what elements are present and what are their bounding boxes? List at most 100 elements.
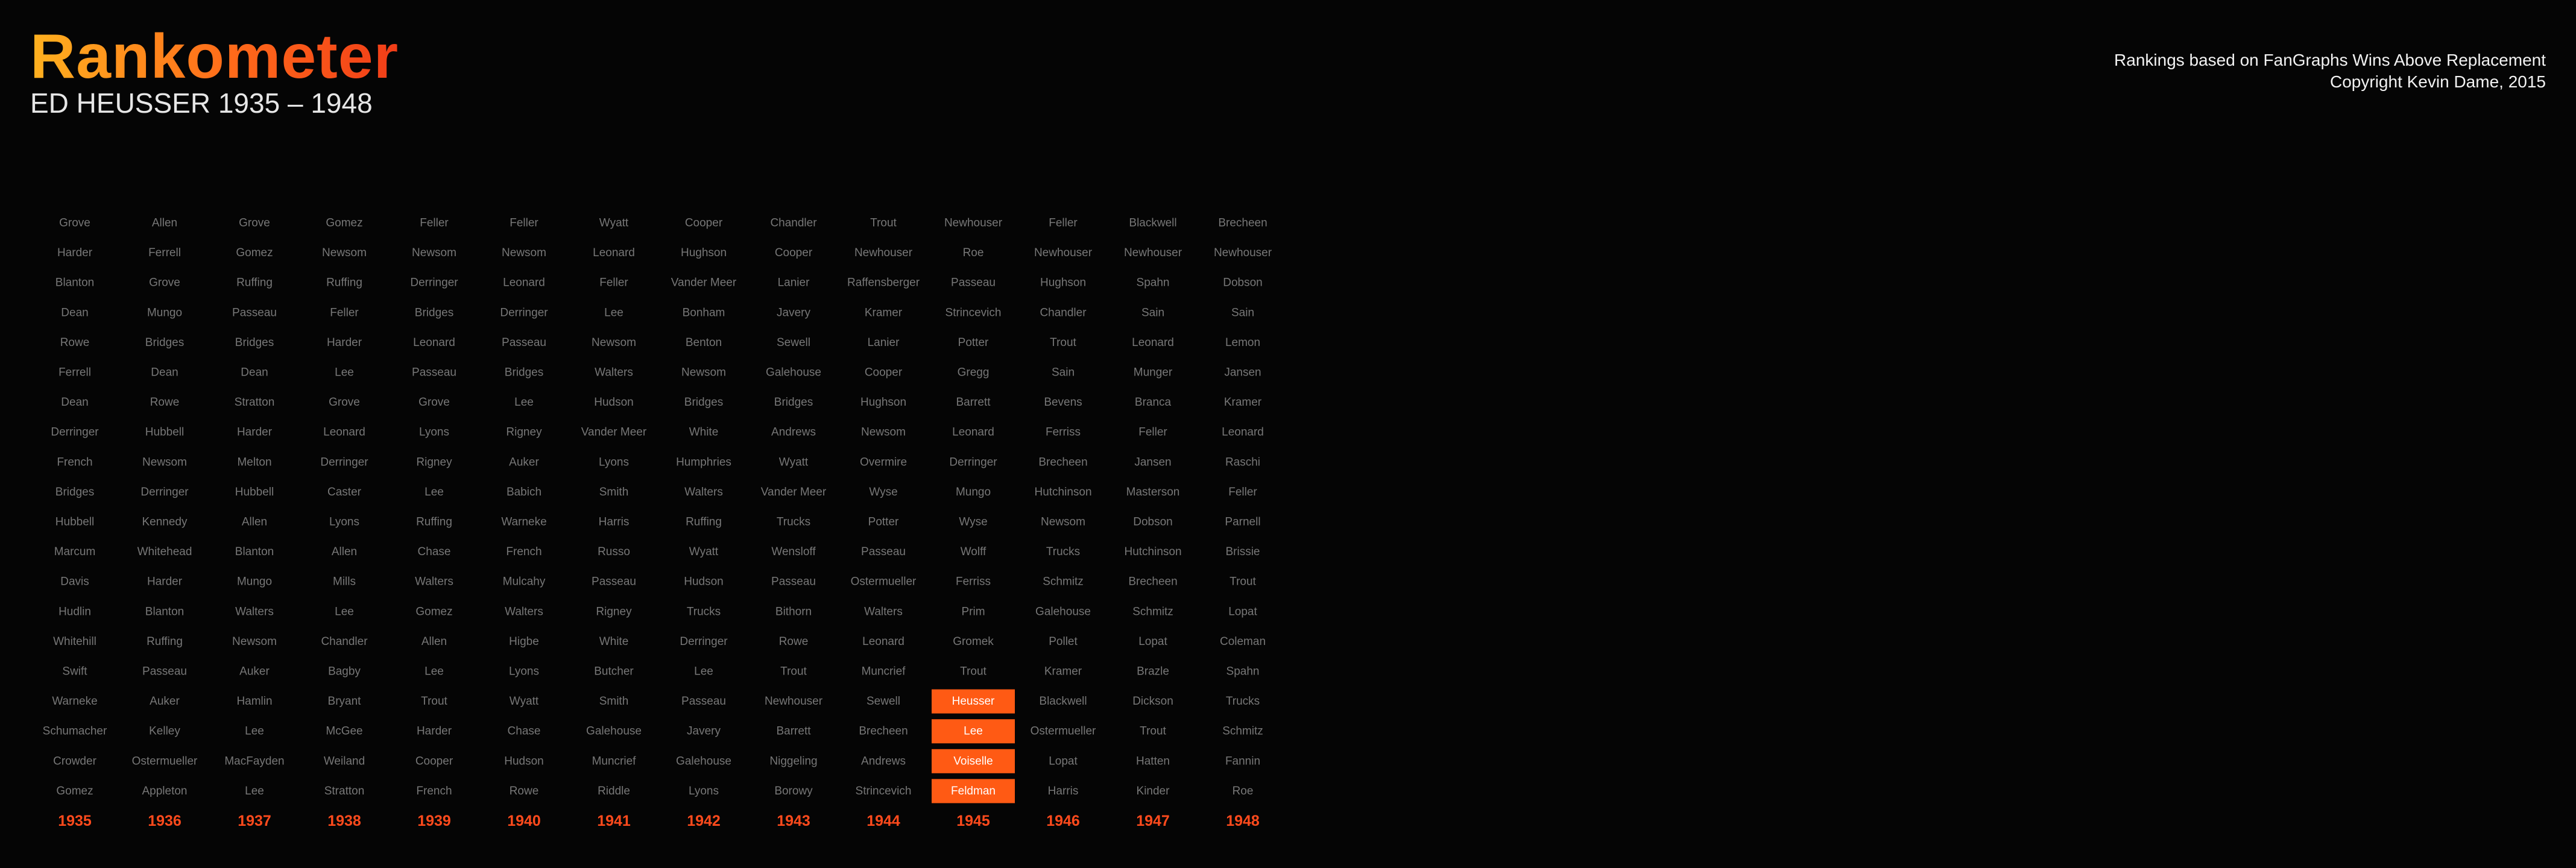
year-label: 1939 [417, 813, 451, 829]
player-name: French [416, 785, 452, 797]
player-name: Brecheen [1218, 217, 1267, 230]
player-name: Wyatt [510, 695, 539, 708]
player-name: Newsom [861, 426, 906, 439]
player-name: Voiselle [953, 755, 993, 767]
player-name: Hudson [684, 576, 724, 588]
player-name: Ferriss [956, 576, 991, 588]
player-name: Blackwell [1039, 695, 1087, 708]
player-name: Mills [333, 576, 356, 588]
player-name: Brecheen [1038, 456, 1087, 468]
player-name: Russo [598, 546, 630, 558]
player-name: Derringer [500, 306, 548, 319]
player-name: Bridges [145, 336, 184, 349]
player-name: Walters [235, 605, 274, 618]
player-name: Schmitz [1132, 605, 1173, 618]
highlight-box [932, 719, 1015, 744]
player-name: Trucks [777, 516, 810, 529]
player-name: Walters [864, 605, 903, 618]
year-column: Brecheen Newhouser Dobson Sain Lemon Jansen Kr… [1214, 217, 1272, 830]
player-name: Cooper [415, 755, 453, 767]
player-name: Blanton [235, 546, 274, 558]
player-name: Rigney [506, 426, 542, 439]
player-name: Feldman [951, 785, 996, 797]
player-name: Derringer [680, 635, 728, 648]
year-label: 1940 [507, 813, 541, 829]
player-name: Feller [1049, 217, 1078, 230]
player-name: Dobson [1133, 516, 1173, 529]
player-name: Parnell [1225, 516, 1260, 529]
player-name: Lopat [1228, 605, 1257, 618]
player-name: Chase [508, 725, 541, 738]
player-name: Lee [245, 725, 264, 738]
credit-source: Rankings based on FanGraphs Wins Above R… [2114, 51, 2546, 69]
player-name: Dobson [1223, 277, 1263, 289]
player-name: Feller [599, 277, 628, 289]
player-name: White [689, 426, 719, 439]
year-label: 1942 [687, 813, 721, 829]
player-name: Rowe [510, 785, 539, 797]
player-name: Ruffing [326, 277, 362, 289]
player-name: Crowder [53, 755, 96, 767]
player-name: Trout [1050, 336, 1076, 349]
player-name: Rowe [150, 396, 180, 409]
player-name: Derringer [949, 456, 997, 468]
player-name: Trucks [1046, 546, 1080, 558]
player-name: Rigney [596, 605, 632, 618]
highlight-box [932, 689, 1015, 714]
player-name: Cooper [865, 366, 903, 379]
player-name: Lyons [329, 516, 359, 529]
player-name: Benton [686, 336, 722, 349]
player-name: Bagby [328, 665, 361, 678]
player-name: Ferrell [58, 366, 91, 379]
player-name: Bridges [415, 306, 453, 319]
player-name: Whitehead [137, 546, 192, 558]
player-name: Brecheen [1128, 576, 1177, 588]
player-name: Harris [599, 516, 630, 529]
player-name: Walters [415, 576, 453, 588]
player-name: Wensloff [771, 546, 816, 558]
player-name: Newhouser [1214, 247, 1272, 259]
year-label: 1943 [777, 813, 810, 829]
player-name: Passeau [232, 306, 277, 319]
player-name: Raffensberger [847, 277, 920, 289]
player-name: Strincevich [945, 306, 1002, 319]
year-label: 1944 [867, 813, 900, 829]
player-name: McGee [326, 725, 362, 738]
player-name: Warneke [501, 516, 546, 529]
year-column: Blackwell Newhouser Spahn Sain Leonard Munger… [1124, 217, 1182, 830]
player-name: Newhouser [1034, 247, 1093, 259]
year-column: Feller Newsom Derringer Bridges Leonard Passe… [410, 217, 458, 830]
player-name: Hudson [594, 396, 634, 409]
player-name: Hutchinson [1124, 546, 1181, 558]
player-name: Auker [509, 456, 539, 468]
player-name: Blanton [55, 277, 94, 289]
player-name: Trout [1230, 576, 1256, 588]
player-name: Newhouser [944, 217, 1003, 230]
player-name: Ruffing [686, 516, 722, 529]
year-label: 1941 [597, 813, 631, 829]
player-name: Newsom [502, 247, 546, 259]
year-label: 1946 [1046, 813, 1080, 829]
player-name: Hubbell [145, 426, 184, 439]
player-name: Ostermueller [1031, 725, 1096, 738]
player-name: Lyons [689, 785, 719, 797]
player-name: Whitehill [53, 635, 96, 648]
player-name: Hamlin [236, 695, 272, 708]
player-name: Lee [335, 366, 354, 379]
player-name: Newsom [681, 366, 726, 379]
player-name: Vander Meer [761, 486, 827, 498]
player-name: Grove [418, 396, 450, 409]
player-name: Feller [330, 306, 359, 319]
player-name: Lee [694, 665, 713, 678]
player-name: Derringer [140, 486, 189, 498]
player-name: Derringer [51, 426, 99, 439]
player-name: Leonard [1222, 426, 1264, 439]
player-name: Harder [57, 247, 93, 259]
player-name: Stratton [324, 785, 365, 797]
player-name: Lee [425, 665, 444, 678]
player-name: Munger [1134, 366, 1173, 379]
player-name: Javery [777, 306, 810, 319]
player-name: Hudson [504, 755, 544, 767]
player-name: Passeau [681, 695, 726, 708]
player-name: French [506, 546, 541, 558]
